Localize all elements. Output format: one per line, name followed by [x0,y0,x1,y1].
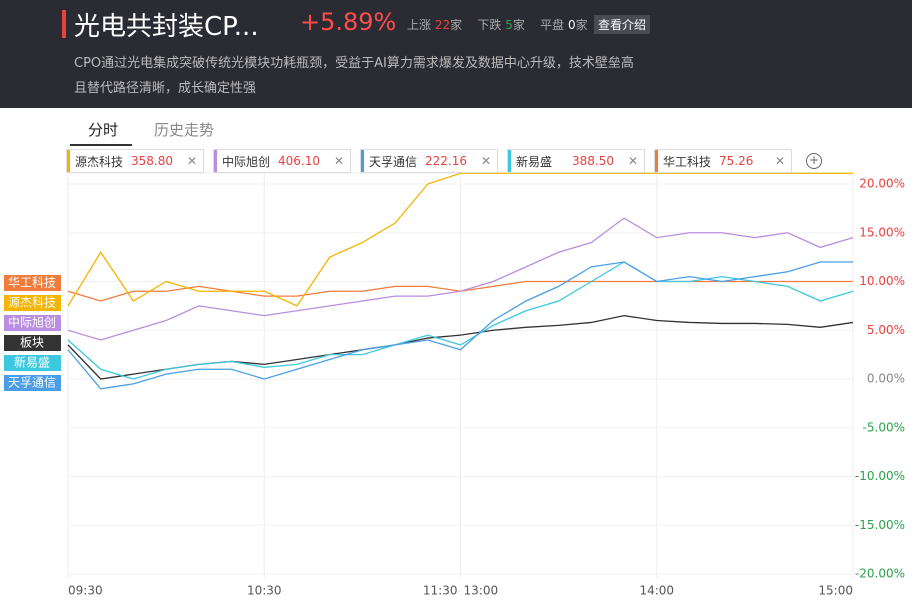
series-tag-label: 中际旭创 [8,315,56,330]
y-tick-label: -5.00% [863,420,905,434]
series-tag-label: 华工科技 [8,276,56,290]
series-tag-label: 源杰科技 [8,296,56,310]
chip-price: 406.10 [278,154,320,168]
chip-color [508,150,511,172]
accent [62,10,66,38]
y-tick-label: 5.00% [867,323,905,337]
series-line [67,261,853,390]
series-tag [4,335,61,351]
stock-chip[interactable]: 源杰科技 358.80 ✕ [66,149,204,173]
chip-name: 源杰科技 [75,154,124,169]
close[interactable]: ✕ [775,154,786,168]
close[interactable]: ✕ [628,154,639,168]
chip-color [214,150,217,172]
unit: 家 [450,18,463,32]
chip-price: 358.80 [131,154,173,168]
series-tag [4,355,61,371]
chip-color [361,150,364,172]
series-tag-label: 天孚通信 [8,376,56,390]
stock-chip[interactable]: 天孚通信 222.16 ✕ [360,149,498,173]
y-tick-label: -10.00% [855,469,905,483]
x-tick-label: 15:00 [818,584,853,598]
x-tick-label: 11:30 [423,584,458,598]
y-tick-label: 20.00% [859,177,905,191]
series-tag [4,375,61,391]
close[interactable]: ✕ [481,154,492,168]
label: 平盘 [540,18,565,32]
chart: 20.00% 15.00% 10.00% 5.00% 0.00% -5.00% -10.00… [4,172,905,598]
tab[interactable]: 分时 [88,121,119,139]
count: 5 [505,18,513,32]
chip-price: 388.50 [572,154,614,168]
x-tick-label: 09:30 [68,584,103,598]
series-line [67,261,854,380]
y-tick-label: -15.00% [855,518,905,532]
y-tick-label: 15.00% [859,225,905,239]
x-tick-label: 13:00 [464,584,499,598]
tab[interactable]: 历史走势 [154,121,215,139]
chip-price: 222.16 [425,154,467,168]
add-button[interactable]: + [806,153,822,169]
stats: 上涨 22家 下跌 5家 平盘 0家 [407,16,588,33]
series-tag [4,295,61,311]
unit: 家 [575,18,588,32]
intro-button[interactable]: 查看介绍 [594,15,651,34]
title: 光电共封装CP... [74,12,259,42]
unit: 家 [512,18,525,32]
y-tick-label: 0.00% [867,372,905,386]
x-tick-label: 10:30 [247,584,282,598]
series-line [67,172,853,307]
stock-chip[interactable]: 华工科技 75.26 ✕ [654,149,792,173]
series-line [67,217,854,341]
series-tag-label: 新易盛 [14,355,50,370]
close[interactable]: ✕ [187,154,198,168]
series-tag [4,275,61,291]
label: 上涨 [407,18,432,32]
chip-name: 天孚通信 [369,154,418,169]
count: 22 [434,18,451,32]
chip-name: 新易盛 [516,154,553,169]
stock-chip[interactable]: 中际旭创 406.10 ✕ [213,149,351,173]
chip-price: 75.26 [719,154,754,168]
label: 下跌 [477,18,502,32]
y-tick-label: 10.00% [859,274,905,288]
x-tick-label: 14:00 [639,584,674,598]
stock-chip[interactable]: 新易盛 388.50 ✕ [507,149,645,173]
tab-underline [70,144,132,146]
close[interactable]: ✕ [334,154,345,168]
header: 光电共封装CP... +5.89% 上涨 22家 下跌 5家 平盘 0家 查看介… [0,0,912,108]
description: CPO通过光电集成突破传统光模块功耗瓶颈，受益于AI算力需求爆发及数据中心升级，… [74,56,634,71]
count: 0 [568,18,576,32]
chip-color [655,150,658,172]
change: +5.89% [300,8,397,36]
series-tag-label: 板块 [20,336,44,350]
y-tick-label: -20.00% [855,567,905,581]
chip-name: 华工科技 [663,154,712,169]
description: 且替代路径清晰，成长确定性强 [74,81,257,96]
chip-name: 中际旭创 [222,154,271,169]
chip-color [67,150,70,172]
series-tag [4,315,61,331]
